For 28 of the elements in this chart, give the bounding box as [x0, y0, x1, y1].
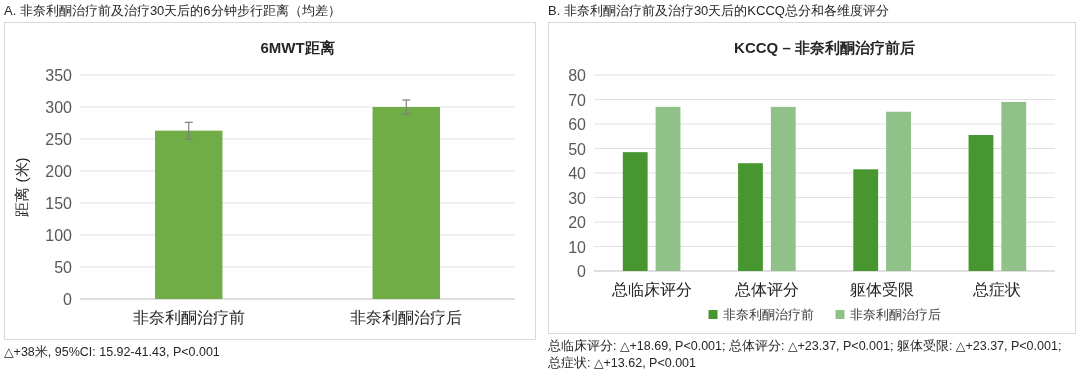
x-tick-label: 总症状: [972, 281, 1022, 298]
y-tick-label: 70: [568, 91, 587, 109]
y-tick-label: 40: [568, 165, 587, 182]
y-tick-label: 50: [568, 140, 587, 158]
y-tick-label: 10: [568, 238, 587, 256]
x-tick-label: 总体评分: [733, 281, 799, 298]
chart-subtitle: KCCQ – 非奈利酮治疗前后: [734, 39, 915, 56]
y-tick-label: 350: [45, 67, 73, 84]
x-tick-label: 总临床评分: [610, 281, 692, 298]
y-tick-label: 30: [568, 189, 587, 207]
text: △+38米, 95%CI: 15.92-41.43, P<0.001: [4, 344, 221, 361]
y-tick-label: 20: [568, 214, 587, 231]
y-tick-label: 300: [45, 99, 73, 116]
y-tick-label: 100: [45, 227, 73, 244]
y-tick-label: 200: [45, 163, 73, 180]
y-tick-label: 0: [577, 263, 587, 280]
text: 总临床评分: △+18.69, P<0.001; 总体评分: △+23.37, P<0.001; 躯体受限: △+23.37, P<0.001; 总症状: △+13.62, P<0.001: [548, 338, 1063, 372]
y-tick-label: 150: [45, 195, 73, 212]
y-tick-label: 60: [568, 116, 587, 133]
chart-title: B. 非奈利酮治疗前及治疗30天后的KCCQ总分和各维度评分: [548, 2, 890, 20]
y-tick-label: 80: [568, 67, 587, 84]
chart-subtitle: 6MWT距离: [260, 39, 335, 56]
chart-title: A. 非奈利酮治疗前及治疗30天后的6分钟步行距离（均差）: [4, 2, 342, 20]
y-tick-label: 250: [45, 131, 73, 148]
y-tick-label: 0: [63, 291, 73, 308]
x-tick-label: 躯体受限: [850, 281, 915, 298]
y-tick-label: 50: [54, 259, 73, 276]
y-axis-title: 距离 (米): [13, 157, 30, 217]
